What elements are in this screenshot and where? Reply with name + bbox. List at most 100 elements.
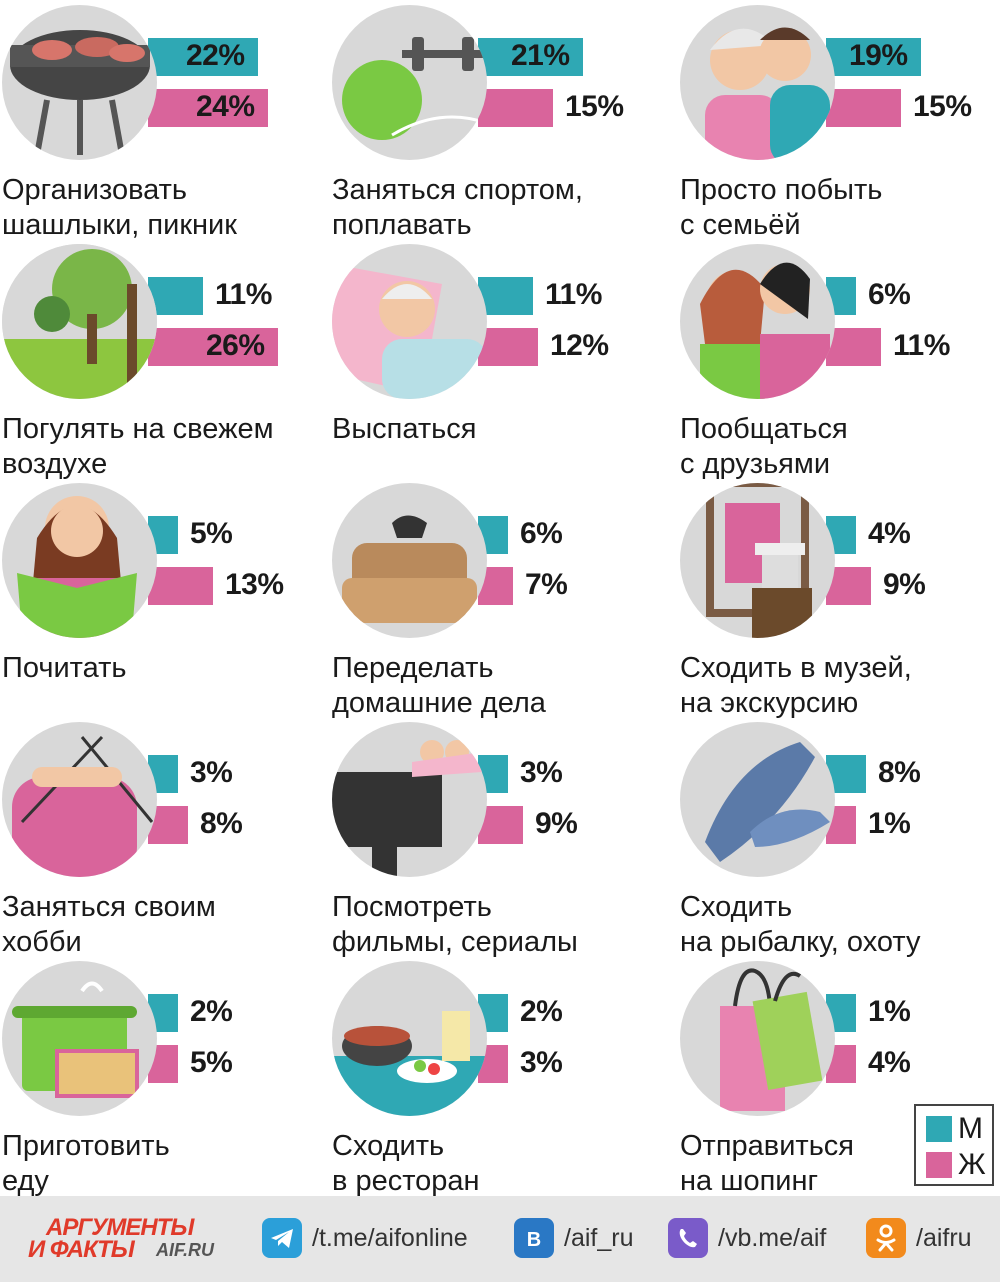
tv-icon [332, 722, 487, 877]
bar-men-value: 6% [520, 517, 563, 550]
category-label: Сходить в музей, на экскурсию [680, 651, 912, 721]
bar-men-value: 19% [849, 39, 908, 72]
bar-women-value: 7% [525, 568, 568, 601]
bar-women-value: 26% [206, 329, 265, 362]
bar-women [826, 328, 881, 366]
bar-women-value: 12% [550, 329, 609, 362]
bar-women [148, 567, 213, 605]
chart-item: 2% 3% Сходить в ресторан [330, 961, 660, 1199]
chart-item: 5% 13% Почитать [0, 483, 330, 721]
bar-women-value: 1% [868, 807, 911, 840]
bar-women-value: 15% [913, 90, 972, 123]
category-label-line: Погулять на свежем [2, 413, 274, 445]
legend-swatch-men [926, 1116, 952, 1142]
bar-men-value: 22% [186, 39, 245, 72]
category-label-line: Сходить в музей, [680, 652, 912, 684]
bar-men-value: 8% [878, 756, 921, 789]
category-label-line: Посмотреть [332, 891, 492, 923]
category-label: Организовать шашлыки, пикник [2, 173, 237, 243]
category-label-line: Организовать [2, 174, 188, 206]
family-icon [680, 5, 835, 160]
bar-women-value: 5% [190, 1046, 233, 1079]
vk-link-text: /aif_ru [564, 1224, 634, 1252]
category-label-line: воздухе [2, 448, 108, 480]
cooking-pot-icon [2, 961, 157, 1116]
restaurant-icon [332, 961, 487, 1116]
telegram-link-text: /t.me/aifonline [312, 1224, 468, 1252]
category-label: Посмотреть фильмы, сериалы [332, 890, 578, 960]
bar-women-value: 9% [535, 807, 578, 840]
friends-icon [680, 244, 835, 399]
vk-icon: B [514, 1218, 554, 1258]
bar-men [148, 38, 258, 76]
category-label-line: Пообщаться [680, 413, 848, 445]
footer-bar: АРГУМЕНТЫ И ФАКТЫ AIF.RU /t.me/aifonline… [0, 1196, 1000, 1282]
odnoklassniki-icon [866, 1218, 906, 1258]
bar-women-value: 8% [200, 807, 243, 840]
trees-icon [2, 244, 157, 399]
bar-men-value: 11% [545, 278, 602, 311]
bar-women-value: 24% [196, 90, 255, 123]
bar-women [478, 328, 538, 366]
category-label-line: еду [2, 1165, 49, 1197]
bar-women [148, 328, 278, 366]
category-label: Пообщаться с друзьями [680, 412, 848, 482]
museum-icon [680, 483, 835, 638]
viber-link-text: /vb.me/aif [718, 1224, 827, 1252]
bar-men-value: 2% [190, 995, 233, 1028]
category-label-line: с друзьями [680, 448, 831, 480]
grill-icon [2, 5, 157, 160]
logo-line-1: АРГУМЕНТЫ [46, 1214, 194, 1241]
chart-item: 11% 12% Выспаться [330, 244, 660, 482]
logo-site: AIF.RU [156, 1240, 214, 1260]
chart-item: 3% 9% Посмотреть фильмы, сериалы [330, 722, 660, 960]
category-label: Приготовить еду [2, 1129, 170, 1199]
category-label: Переделать домашние дела [332, 651, 546, 721]
category-label-line: поплавать [332, 209, 472, 241]
category-label-line: Переделать [332, 652, 494, 684]
category-label: Отправиться на шопинг [680, 1129, 854, 1199]
bar-men [478, 38, 583, 76]
fitness-icon [332, 5, 487, 160]
category-label-line: на рыбалку, охоту [680, 926, 921, 958]
category-label-line: в ресторан [332, 1165, 480, 1197]
bar-men-value: 5% [190, 517, 233, 550]
chart-item: 6% 7% Переделать домашние дела [330, 483, 660, 721]
bar-women-value: 15% [565, 90, 624, 123]
bar-women-value: 13% [225, 568, 284, 601]
legend-label-men: М [958, 1112, 983, 1145]
bar-men-value: 1% [868, 995, 911, 1028]
bar-men-value: 3% [520, 756, 563, 789]
category-label-line: с семьёй [680, 209, 801, 241]
bar-women-value: 11% [893, 329, 950, 362]
category-label: Заняться спортом, поплавать [332, 173, 583, 243]
bar-men-value: 11% [215, 278, 272, 311]
shopping-bags-icon [680, 961, 835, 1116]
category-label: Выспаться [332, 412, 476, 447]
reading-girl-icon [2, 483, 157, 638]
bar-men-value: 4% [868, 517, 911, 550]
bar-men [826, 38, 921, 76]
bar-women-value: 4% [868, 1046, 911, 1079]
odnoklassniki-link-text: /aifru [916, 1224, 972, 1252]
aif-logo[interactable]: АРГУМЕНТЫ И ФАКТЫ AIF.RU [28, 1214, 228, 1264]
sleeping-person-icon [332, 244, 487, 399]
category-label-line: Выспаться [332, 413, 477, 445]
category-label: Заняться своим хобби [2, 890, 216, 960]
chart-item: 8% 1% Сходить на рыбалку, охоту [678, 722, 1000, 960]
bar-men [148, 277, 203, 315]
legend: М Ж [914, 1104, 994, 1186]
chart-item: 3% 8% Заняться своим хобби [0, 722, 330, 960]
bar-women-value: 3% [520, 1046, 563, 1079]
viber-icon [668, 1218, 708, 1258]
logo-line-2: И ФАКТЫ [28, 1236, 135, 1263]
knitting-icon [2, 722, 157, 877]
chart-item: 6% 11% Пообщаться с друзьями [678, 244, 1000, 482]
category-label: Погулять на свежем воздухе [2, 412, 274, 482]
chart-item: 21% 15% Заняться спортом, поплавать [330, 5, 660, 243]
bar-men-value: 6% [868, 278, 911, 311]
chart-item: 11% 26% Погулять на свежем воздухе [0, 244, 330, 482]
category-label-line: Заняться спортом, [332, 174, 583, 206]
bar-men [478, 277, 533, 315]
category-label-line: Сходить [332, 1130, 445, 1162]
